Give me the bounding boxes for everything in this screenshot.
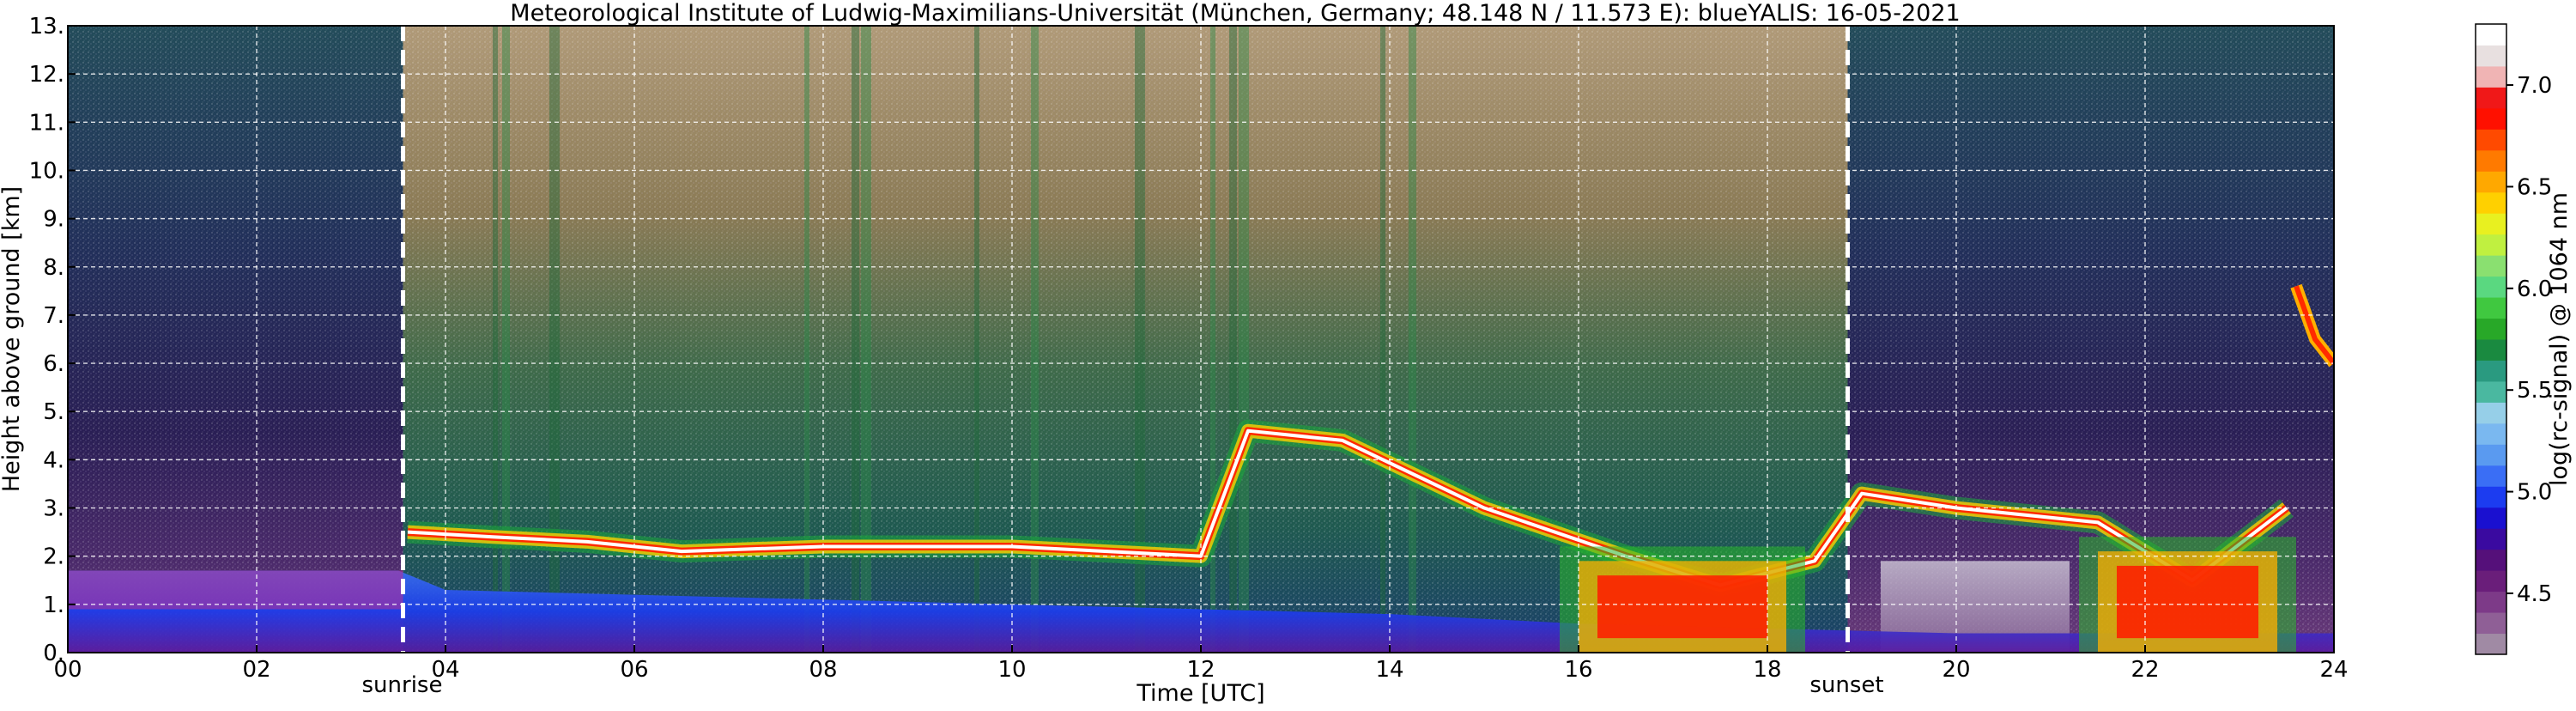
y-tick-label: 10. bbox=[29, 158, 64, 184]
colorbar-tick-label: 6.5 bbox=[2517, 174, 2552, 200]
colorbar-tick-label: 5.0 bbox=[2517, 480, 2552, 506]
y-tick-label: 13. bbox=[29, 14, 64, 40]
x-tick-label: 16 bbox=[1564, 657, 1592, 683]
x-tick-label: 10 bbox=[997, 657, 1026, 683]
x-tick-label: 08 bbox=[809, 657, 837, 683]
colorbar-segment bbox=[2476, 107, 2506, 130]
signal-streak bbox=[549, 26, 560, 653]
signal-streak bbox=[974, 26, 979, 653]
signal-streak bbox=[1210, 26, 1215, 653]
y-tick-label: 5. bbox=[43, 399, 64, 425]
colorbar-segment bbox=[2476, 129, 2506, 151]
x-tick-label: 00 bbox=[53, 657, 82, 683]
morning-aerosol-band bbox=[68, 570, 403, 610]
y-tick-label: 12. bbox=[29, 62, 64, 88]
colorbar-segment bbox=[2476, 422, 2506, 445]
colorbar-segment bbox=[2476, 444, 2506, 466]
colorbar-segment bbox=[2476, 276, 2506, 298]
y-tick-label: 8. bbox=[43, 255, 64, 281]
y-tick-label: 3. bbox=[43, 496, 64, 522]
x-tick-label: 14 bbox=[1375, 657, 1403, 683]
y-tick-label: 4. bbox=[43, 447, 64, 473]
chart-title: Meteorological Institute of Ludwig-Maxim… bbox=[510, 0, 1960, 27]
colorbar-segment bbox=[2476, 255, 2506, 277]
signal-streak bbox=[1409, 26, 1416, 653]
x-tick-label: 18 bbox=[1753, 657, 1781, 683]
colorbar-segment bbox=[2476, 591, 2506, 613]
colorbar-tick-label: 5.5 bbox=[2517, 378, 2552, 404]
sunrise-label: sunrise bbox=[362, 672, 443, 698]
signal-streak bbox=[502, 26, 510, 653]
colorbar-segment bbox=[2476, 171, 2506, 193]
colorbar-segment bbox=[2476, 65, 2506, 88]
colorbar-segment bbox=[2476, 549, 2506, 571]
colorbar-segment bbox=[2476, 318, 2506, 340]
colorbar-segment bbox=[2476, 234, 2506, 256]
colorbar-segment bbox=[2476, 507, 2506, 529]
colorbar-frame bbox=[2475, 23, 2507, 655]
y-tick-label: 7. bbox=[43, 303, 64, 329]
colorbar-segment bbox=[2476, 297, 2506, 319]
y-tick-label: 6. bbox=[43, 351, 64, 377]
x-tick-label: 12 bbox=[1186, 657, 1215, 683]
y-tick-label: 1. bbox=[43, 592, 64, 618]
colorbar-segment bbox=[2476, 402, 2506, 424]
colorbar-segment bbox=[2476, 465, 2506, 487]
x-tick-label: 06 bbox=[620, 657, 648, 683]
y-tick-label: 2. bbox=[43, 544, 64, 570]
colorbar-segment bbox=[2476, 612, 2506, 635]
sunset-label: sunset bbox=[1809, 672, 1883, 698]
signal-streak bbox=[1031, 26, 1039, 653]
colorbar-segment bbox=[2476, 213, 2506, 235]
signal-streak bbox=[1135, 26, 1145, 653]
colorbar-segment bbox=[2476, 528, 2506, 550]
colorbar-label: log(rc-signal) @ 1064 nm bbox=[2546, 192, 2573, 486]
y-axis-label: Height above ground [km] bbox=[0, 186, 25, 492]
elevated-aerosol-core bbox=[2294, 285, 2334, 365]
x-tick-label: 22 bbox=[2131, 657, 2159, 683]
colorbar-tick-label: 7.0 bbox=[2517, 73, 2552, 99]
colorbar-segment bbox=[2476, 486, 2506, 508]
signal-streak bbox=[804, 26, 809, 653]
y-tick-label: 11. bbox=[29, 110, 64, 136]
x-tick-label: 02 bbox=[242, 657, 270, 683]
colorbar-segment bbox=[2476, 633, 2506, 655]
signal-streak bbox=[861, 26, 871, 653]
colorbar-tick-label: 6.0 bbox=[2517, 276, 2552, 302]
signal-streak bbox=[1380, 26, 1385, 653]
colorbar-segment bbox=[2476, 87, 2506, 109]
colorbar-segment bbox=[2476, 45, 2506, 67]
signal-streak bbox=[493, 26, 498, 653]
aerosol-layer-peak bbox=[407, 428, 2288, 587]
colorbar-segment bbox=[2476, 360, 2506, 382]
colorbar-segment bbox=[2476, 149, 2506, 172]
x-tick-label: 24 bbox=[2319, 657, 2348, 683]
colorbar-segment bbox=[2476, 570, 2506, 592]
x-tick-label: 04 bbox=[431, 657, 459, 683]
signal-streak bbox=[1239, 26, 1249, 653]
signal-streak bbox=[1229, 26, 1237, 653]
colorbar-segment bbox=[2476, 339, 2506, 361]
x-tick-label: 20 bbox=[1942, 657, 1970, 683]
colorbar-tick-label: 4.5 bbox=[2517, 581, 2552, 607]
y-tick-label: 0. bbox=[43, 641, 64, 666]
x-axis-label: Time [UTC] bbox=[1136, 680, 1264, 707]
strong-signal-core bbox=[1597, 575, 1767, 639]
y-tick-label: 9. bbox=[43, 207, 64, 233]
strong-signal-core bbox=[2117, 565, 2258, 639]
colorbar-segment bbox=[2476, 191, 2506, 214]
colorbar-segment bbox=[2476, 380, 2506, 403]
signal-streak bbox=[852, 26, 859, 653]
colorbar-segment bbox=[2476, 24, 2506, 46]
